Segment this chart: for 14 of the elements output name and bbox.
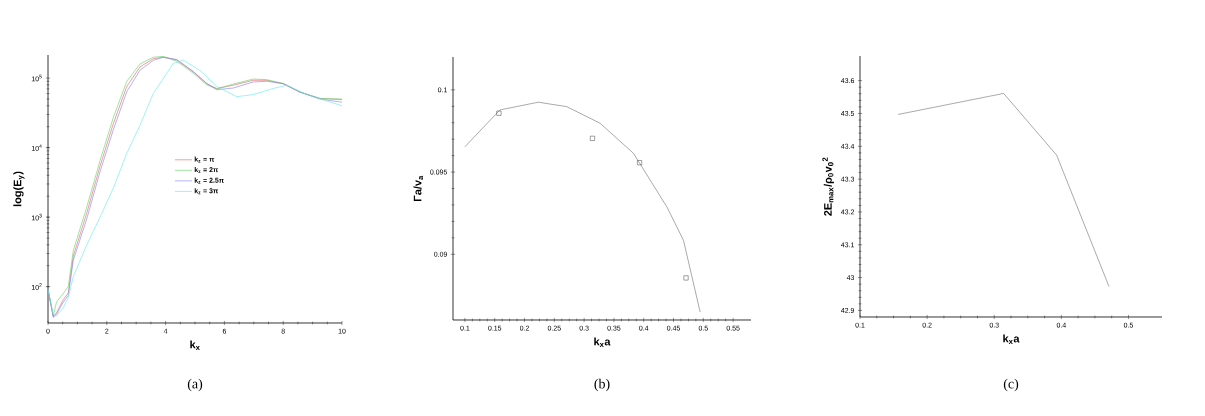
point [683, 275, 689, 281]
text: (b) [594, 378, 610, 392]
y-axis-title: log(E$_{y}$) [13, 171, 25, 207]
point [590, 135, 595, 141]
x-axis-title: k$_{x}$a [1003, 334, 1020, 344]
point [637, 160, 642, 166]
text: (c) [1003, 378, 1019, 392]
x-axis-title: k$_{x}$a [594, 337, 611, 347]
line-series [897, 93, 1110, 287]
y-axis-title: Γa/v$_{a}$ [413, 175, 424, 202]
point [496, 110, 502, 116]
line-series [464, 101, 701, 313]
x-axis-title: k$_{x}$ [190, 340, 200, 350]
text: (a) [187, 378, 203, 392]
